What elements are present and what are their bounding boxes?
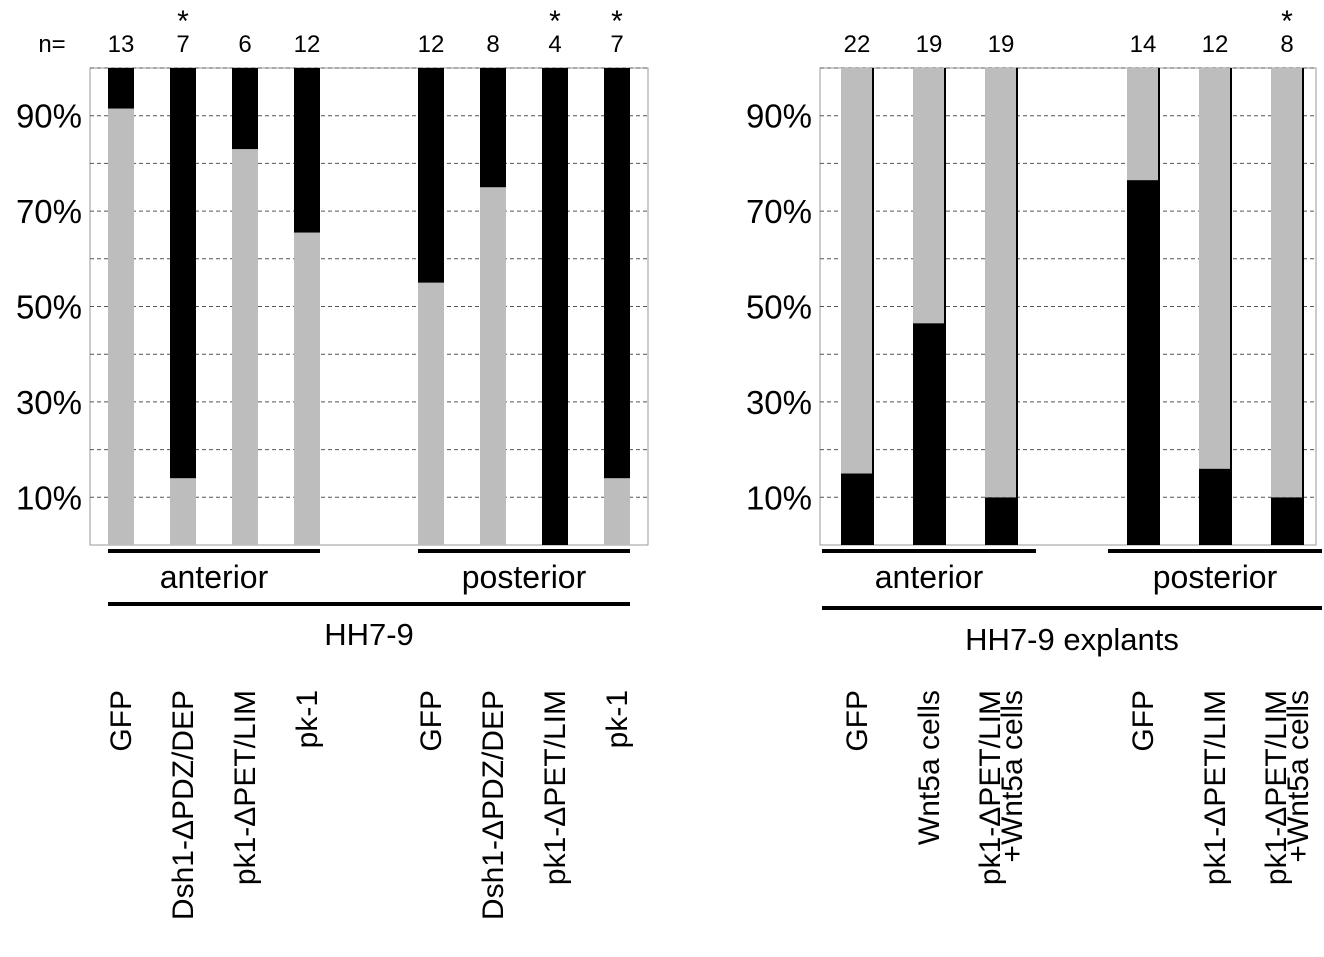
y-tick-label: 90% — [16, 98, 82, 135]
category-label: GFP — [1127, 690, 1160, 752]
n-count-label: 14 — [1130, 31, 1157, 58]
bar-segment-upper — [985, 68, 1017, 498]
category-label: pk-1 — [291, 690, 324, 748]
group-label: anterior — [875, 559, 984, 595]
bar-segment-upper — [913, 68, 945, 324]
stage-label: HH7-9 explants — [965, 622, 1179, 657]
y-tick-label: 90% — [746, 98, 812, 135]
y-tick-label: 50% — [746, 289, 812, 326]
y-tick-label: 30% — [16, 384, 82, 421]
bar-segment-upper — [1127, 68, 1159, 181]
significance-star: * — [177, 5, 189, 38]
category-label: GFP — [105, 690, 138, 752]
n-prefix-label: n= — [38, 31, 65, 58]
category-label: Dsh1-ΔPDZ/DEP — [167, 690, 200, 920]
bar-segment-lower — [1127, 180, 1159, 545]
category-label: pk1-ΔPET/LIM — [974, 690, 1007, 885]
bar-segment-lower — [841, 473, 873, 545]
bar-segment-upper — [841, 68, 873, 474]
bar-segment-upper — [542, 68, 568, 545]
y-tick-label: 10% — [16, 479, 82, 516]
bar-segment-lower — [418, 282, 444, 545]
y-tick-label: 10% — [746, 479, 812, 516]
bar-segment-lower — [170, 478, 196, 545]
category-label: pk1-ΔPET/LIM — [229, 690, 262, 885]
category-label: +Wnt5a cells — [996, 690, 1029, 863]
n-count-label: 6 — [238, 31, 251, 58]
category-label: GFP — [415, 690, 448, 752]
bar-segment-lower — [108, 108, 134, 546]
category-label: pk1-ΔPET/LIM — [539, 690, 572, 885]
bar-segment-lower — [1199, 468, 1231, 545]
category-label: pk-1 — [601, 690, 634, 748]
category-label: Wnt5a cells — [913, 690, 946, 845]
n-count-label: 8 — [1280, 31, 1293, 58]
n-count-label: 19 — [916, 31, 943, 58]
category-label: Dsh1-ΔPDZ/DEP — [477, 690, 510, 920]
group-label: posterior — [1153, 559, 1278, 595]
significance-star: * — [549, 5, 561, 38]
bar-segment-upper — [1199, 68, 1231, 469]
n-count-label: 7 — [610, 31, 623, 58]
left-chart-panel: 90%70%50%30%10%n= 13GFP7*Dsh1-ΔPDZ/DEP6pk… — [16, 5, 649, 920]
bar-segment-lower — [985, 497, 1017, 545]
bar-segment-upper — [480, 68, 506, 188]
bar-segment-upper — [1271, 68, 1303, 498]
n-count-label: 4 — [548, 31, 561, 58]
significance-star: * — [1281, 5, 1293, 38]
y-tick-label: 50% — [16, 289, 82, 326]
n-count-label: 7 — [176, 31, 189, 58]
bar-segment-upper — [232, 68, 258, 150]
y-tick-label: 70% — [746, 193, 812, 230]
bar-segment-upper — [108, 68, 134, 109]
right-chart-panel: 90% 70% 50% 30% 10% 22 GFP 19 Wnt5a cells 19 pk1-Δ… — [746, 5, 1322, 885]
y-tick-label: 70% — [16, 193, 82, 230]
bar-segment-lower — [294, 232, 320, 545]
bar-segment-upper — [418, 68, 444, 283]
bar-segment-lower — [913, 323, 945, 545]
significance-star: * — [611, 5, 623, 38]
bar-segment-lower — [1271, 497, 1303, 545]
bar-segment-lower — [232, 149, 258, 545]
group-label: posterior — [462, 559, 587, 595]
n-count-label: 12 — [418, 31, 445, 58]
n-count-label: 8 — [486, 31, 499, 58]
stage-label: HH7-9 — [324, 617, 414, 652]
bar-segment-upper — [294, 68, 320, 233]
bar-segment-upper — [170, 68, 196, 479]
bar-segment-upper — [604, 68, 630, 479]
bar-segment-lower — [604, 478, 630, 545]
category-label: +Wnt5a cells — [1282, 690, 1315, 863]
y-tick-label: 30% — [746, 384, 812, 421]
category-label: pk1-ΔPET/LIM — [1199, 690, 1232, 885]
n-count-label: 12 — [1202, 31, 1229, 58]
bar-segment-lower — [480, 187, 506, 545]
n-count-label: 12 — [294, 31, 321, 58]
group-label: anterior — [160, 559, 269, 595]
category-label: GFP — [841, 690, 874, 752]
n-count-label: 13 — [108, 31, 135, 58]
n-count-label: 19 — [988, 31, 1015, 58]
category-label: pk1-ΔPET/LIM — [1260, 690, 1293, 885]
n-count-label: 22 — [844, 31, 871, 58]
